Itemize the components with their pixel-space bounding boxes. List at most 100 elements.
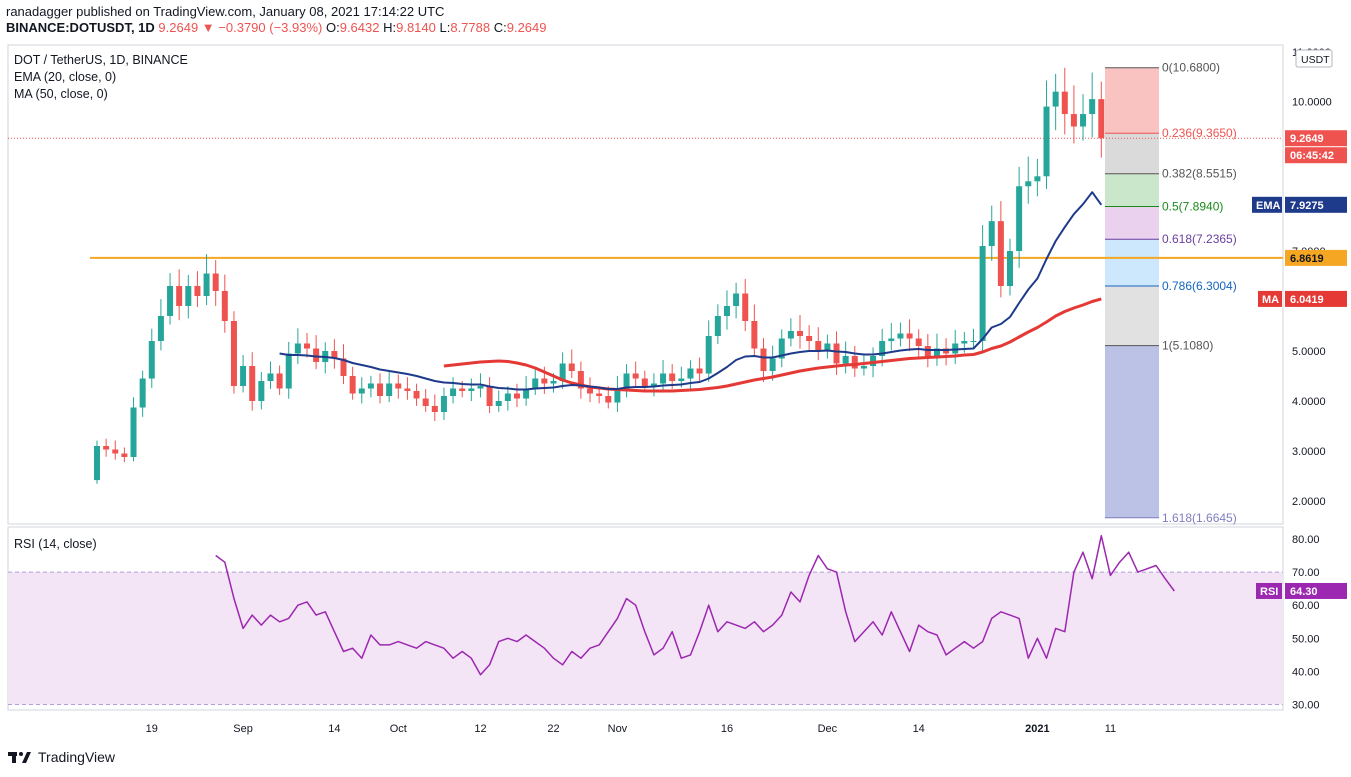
x-tick-label-8: Dec — [818, 723, 838, 735]
brand-name: TradingView — [38, 749, 116, 765]
candle-body-15 — [230, 321, 237, 386]
x-tick-label-5: 22 — [547, 723, 559, 735]
ema-legend: EMA (20, close, 0) — [14, 70, 117, 84]
candle-body-92 — [933, 348, 940, 359]
candle-body-98 — [988, 221, 995, 247]
countdown-badge-box — [1285, 147, 1347, 164]
candle-body-38 — [440, 396, 447, 412]
candle-body-64 — [678, 378, 685, 381]
symbol-ohlc-line: BINANCE:DOTUSDT, 1D 9.2649 ▼ −0.3790 (−3… — [6, 20, 547, 35]
candle-body-80 — [824, 343, 831, 351]
price-tick-label-5: 10.0000 — [1292, 97, 1332, 109]
candle-body-40 — [459, 388, 466, 391]
candle-body-103 — [1034, 176, 1041, 182]
candle-body-20 — [276, 373, 283, 389]
fib-label-4: 0.618(7.2365) — [1162, 232, 1237, 246]
x-tick-label-3: Oct — [390, 723, 407, 735]
candle-body-27 — [340, 358, 347, 376]
candle-body-31 — [377, 383, 384, 396]
candle-body-68 — [714, 316, 721, 336]
candle-body-102 — [1025, 181, 1032, 187]
fib-zone-0 — [1105, 67, 1159, 134]
candle-body-69 — [723, 306, 730, 316]
candle-body-39 — [450, 388, 457, 396]
hline-badge-label: 6.8619 — [1290, 253, 1324, 265]
candle-body-78 — [806, 336, 813, 341]
ema-badge-label: 7.9275 — [1290, 200, 1324, 212]
rsi-tick-label-1: 40.00 — [1292, 666, 1320, 678]
candle-body-37 — [431, 406, 438, 412]
candle-body-88 — [897, 333, 904, 339]
ema-badge-box — [1285, 196, 1347, 213]
candle-body-59 — [632, 373, 639, 379]
candle-body-32 — [386, 383, 393, 396]
candle-body-6 — [148, 341, 155, 379]
candle-body-56 — [605, 396, 612, 403]
candle-body-45 — [504, 393, 511, 401]
candle-body-44 — [495, 401, 502, 406]
rsi-badge-tag-box — [1256, 582, 1282, 599]
candle-body-17 — [249, 366, 256, 401]
candle-body-81 — [833, 343, 840, 364]
rsi-tick-label-4: 70.00 — [1292, 567, 1320, 579]
x-tick-label-10: 2021 — [1025, 723, 1049, 735]
candle-body-3 — [121, 453, 128, 457]
candle-body-11 — [194, 286, 201, 296]
candle-body-55 — [596, 393, 603, 396]
rsi-tick-label-0: 30.00 — [1292, 700, 1320, 712]
candle-body-95 — [961, 341, 968, 344]
candle-body-76 — [787, 331, 794, 339]
ma-badge-tag-label: MA — [1262, 294, 1279, 306]
candle-body-96 — [970, 341, 977, 342]
candle-body-36 — [422, 398, 429, 406]
last-price-badge-label: 9.2649 — [1290, 133, 1324, 145]
fib-label-0: 0(10.6800) — [1162, 61, 1220, 75]
candle-body-22 — [294, 343, 301, 354]
ma-badge-box — [1285, 290, 1347, 307]
candle-body-100 — [1007, 251, 1013, 286]
candle-body-86 — [879, 341, 886, 356]
fib-label-5: 0.786(6.3004) — [1162, 279, 1237, 293]
candle-body-5 — [139, 378, 146, 408]
candle-body-74 — [769, 358, 776, 371]
candle-body-2 — [112, 449, 119, 454]
candle-body-72 — [751, 321, 758, 349]
candle-body-53 — [577, 371, 584, 389]
candle-body-91 — [924, 346, 931, 359]
fib-zone-6 — [1105, 345, 1159, 518]
candle-body-50 — [550, 381, 557, 384]
price-tick-label-2: 4.0000 — [1292, 396, 1326, 408]
symbol-label: BINANCE:DOTUSDT, 1D — [6, 20, 155, 35]
candle-body-43 — [486, 386, 493, 406]
hline-badge-box — [1285, 249, 1347, 266]
x-tick-label-2: 14 — [328, 723, 340, 735]
candle-body-57 — [614, 388, 621, 403]
candle-body-42 — [477, 386, 484, 389]
candle-body-1 — [103, 446, 110, 450]
fib-label-7: 1.618(1.6645) — [1162, 511, 1237, 525]
candle-body-9 — [176, 286, 183, 306]
candle-body-62 — [660, 373, 667, 384]
candle-body-18 — [258, 381, 265, 401]
candle-body-104 — [1043, 106, 1050, 177]
candle-body-7 — [157, 316, 164, 341]
countdown-badge-label: 06:45:42 — [1290, 150, 1334, 162]
candle-body-23 — [303, 343, 310, 349]
rsi-line — [215, 534, 1175, 676]
rsi-pane-border — [7, 526, 1284, 711]
candle-body-26 — [331, 351, 338, 359]
candle-body-34 — [404, 388, 411, 391]
rsi-band — [9, 572, 1282, 705]
candle-body-51 — [559, 363, 566, 381]
ema-badge-tag-box — [1252, 196, 1282, 213]
tradingview-brand[interactable]: TradingView — [8, 749, 115, 765]
candle-body-105 — [1052, 91, 1059, 107]
x-tick-label-1: Sep — [233, 723, 253, 735]
chart-title-legend: DOT / TetherUS, 1D, BINANCE — [14, 53, 188, 67]
candle-body-84 — [860, 366, 867, 369]
rsi-badge-box — [1285, 582, 1347, 599]
x-tick-label-9: 14 — [913, 723, 925, 735]
x-tick-label-11: 11 — [1105, 723, 1116, 735]
price-tick-label-0: 2.0000 — [1292, 496, 1326, 508]
